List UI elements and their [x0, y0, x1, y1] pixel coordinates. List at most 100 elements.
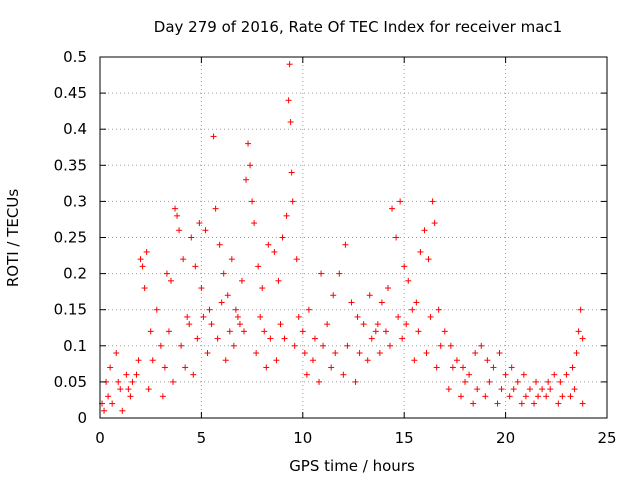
data-point: [533, 378, 540, 385]
data-point: [117, 386, 124, 393]
y-tick-label: 0.45: [54, 84, 87, 102]
data-point: [188, 234, 195, 241]
data-point: [255, 263, 262, 270]
data-point: [170, 378, 177, 385]
data-point: [535, 393, 542, 400]
data-point: [247, 162, 254, 169]
data-point: [224, 292, 231, 299]
data-point: [285, 97, 292, 104]
data-point: [522, 393, 529, 400]
data-point: [460, 364, 467, 371]
data-point: [145, 386, 152, 393]
x-tick-label: 15: [395, 429, 414, 447]
data-point: [490, 364, 497, 371]
data-point: [192, 263, 199, 270]
data-point: [238, 277, 245, 284]
data-point: [316, 378, 323, 385]
data-point: [178, 342, 185, 349]
data-point: [135, 357, 142, 364]
data-point: [427, 313, 434, 320]
data-point: [508, 364, 515, 371]
data-point: [230, 342, 237, 349]
data-point: [575, 328, 582, 335]
data-point: [137, 256, 144, 263]
data-point: [194, 335, 201, 342]
data-point: [356, 350, 363, 357]
data-point: [324, 321, 331, 328]
data-point: [261, 328, 268, 335]
data-point: [119, 407, 126, 414]
data-point: [411, 357, 418, 364]
data-point: [372, 328, 379, 335]
y-tick-label: 0.1: [63, 337, 87, 355]
y-axis-title: ROTI / TECUs: [4, 189, 22, 287]
data-point: [265, 241, 272, 248]
data-point: [563, 371, 570, 378]
data-point: [232, 306, 239, 313]
y-tick-label: 0: [77, 409, 87, 427]
data-point: [374, 321, 381, 328]
data-point: [234, 313, 241, 320]
data-point: [303, 371, 310, 378]
data-point: [228, 256, 235, 263]
data-point: [226, 328, 233, 335]
data-point: [484, 357, 491, 364]
data-point: [466, 371, 473, 378]
data-point: [364, 357, 371, 364]
data-point: [180, 256, 187, 263]
y-tick-label: 0.15: [54, 301, 87, 319]
data-point: [486, 378, 493, 385]
y-tick-label: 0.3: [63, 192, 87, 210]
data-point: [190, 371, 197, 378]
x-axis-ticks: 0 5 10 15 20 25: [95, 57, 617, 447]
data-point: [449, 364, 456, 371]
data-point: [453, 357, 460, 364]
data-point: [352, 378, 359, 385]
data-point: [245, 140, 252, 147]
data-point: [403, 321, 410, 328]
data-point: [496, 350, 503, 357]
data-points: [99, 61, 586, 414]
data-point: [433, 364, 440, 371]
data-point: [510, 386, 517, 393]
data-point: [579, 400, 586, 407]
data-point: [472, 350, 479, 357]
data-point: [257, 313, 264, 320]
data-point: [413, 299, 420, 306]
data-point: [165, 328, 172, 335]
data-point: [366, 292, 373, 299]
data-point: [210, 133, 217, 140]
data-point: [184, 313, 191, 320]
data-point: [289, 198, 296, 205]
grid-lines: [100, 57, 607, 418]
data-point: [543, 393, 550, 400]
chart-title: Day 279 of 2016, Rate Of TEC Index for r…: [154, 18, 562, 36]
x-tick-label: 0: [95, 429, 105, 447]
x-tick-label: 25: [597, 429, 616, 447]
data-point: [547, 386, 554, 393]
data-point: [139, 263, 146, 270]
data-point: [107, 364, 114, 371]
data-point: [498, 386, 505, 393]
data-point: [421, 227, 428, 234]
data-point: [275, 277, 282, 284]
data-point: [457, 393, 464, 400]
data-point: [378, 299, 385, 306]
data-point: [340, 371, 347, 378]
data-point: [328, 364, 335, 371]
data-point: [271, 248, 278, 255]
data-point: [320, 342, 327, 349]
data-point: [167, 277, 174, 284]
data-point: [376, 350, 383, 357]
data-point: [309, 357, 316, 364]
data-point: [279, 234, 286, 241]
data-point: [222, 357, 229, 364]
data-point: [382, 328, 389, 335]
data-point: [157, 342, 164, 349]
data-point: [399, 335, 406, 342]
data-point: [216, 241, 223, 248]
data-point: [259, 285, 266, 292]
data-point: [530, 400, 537, 407]
data-point: [206, 306, 213, 313]
